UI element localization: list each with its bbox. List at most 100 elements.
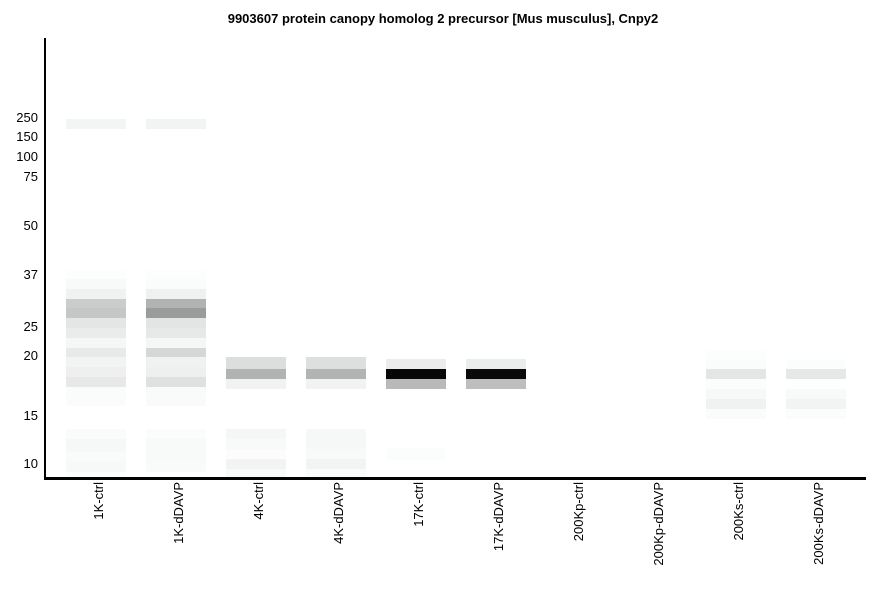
band: [706, 399, 766, 409]
band: [306, 459, 366, 469]
y-tick-label-50: 50: [23, 218, 38, 233]
band: [146, 318, 206, 328]
band: [306, 357, 366, 369]
band: [146, 289, 206, 299]
band: [386, 448, 446, 460]
band: [66, 429, 126, 439]
band: [66, 439, 126, 452]
band: [706, 379, 766, 389]
lane-label-17K-ctrl: 17K-ctrl: [411, 482, 426, 527]
lane-label-17K-dDAVP: 17K-dDAVP: [491, 482, 506, 552]
band: [66, 279, 126, 289]
y-tick-label-25: 25: [23, 319, 38, 334]
y-tick-label-250: 250: [16, 110, 38, 125]
x-axis-line: [44, 477, 866, 480]
band: [146, 377, 206, 387]
band: [306, 429, 366, 439]
band: [66, 119, 126, 129]
band: [66, 357, 126, 367]
band: [66, 289, 126, 299]
y-tick-label-75: 75: [23, 169, 38, 184]
lane-17K-ctrl: [386, 0, 446, 595]
lane-4K-dDAVP: [306, 0, 366, 595]
band: [706, 409, 766, 419]
band: [786, 399, 846, 409]
band: [706, 350, 766, 360]
band: [66, 308, 126, 318]
lane-label-1K-dDAVP: 1K-dDAVP: [171, 482, 186, 544]
band: [226, 469, 286, 477]
band: [706, 369, 766, 379]
band: [466, 359, 526, 369]
lane-label-200Ks-dDAVP: 200Ks-dDAVP: [811, 482, 826, 565]
band: [786, 389, 846, 399]
band: [146, 429, 206, 439]
band: [66, 299, 126, 308]
band: [706, 360, 766, 369]
band: [66, 328, 126, 338]
band: [146, 348, 206, 357]
band: [306, 379, 366, 389]
lane-1K-ctrl: [66, 0, 126, 595]
band: [66, 462, 126, 472]
band: [306, 449, 366, 459]
lane-label-200Ks-ctrl: 200Ks-ctrl: [731, 482, 746, 541]
band: [146, 308, 206, 318]
band: [786, 369, 846, 379]
lane-label-200Kp-dDAVP: 200Kp-dDAVP: [651, 482, 666, 566]
band: [466, 379, 526, 389]
y-axis-line: [44, 38, 46, 480]
band: [146, 119, 206, 129]
lane-1K-dDAVP: [146, 0, 206, 595]
band: [226, 357, 286, 369]
band: [306, 469, 366, 477]
band: [146, 338, 206, 348]
chart-title: 9903607 protein canopy homolog 2 precurs…: [227, 11, 659, 26]
band: [66, 387, 126, 406]
y-tick-label-20: 20: [23, 348, 38, 363]
y-tick-label-37: 37: [23, 267, 38, 282]
band: [386, 369, 446, 379]
band: [146, 367, 206, 377]
band: [306, 439, 366, 449]
band: [706, 389, 766, 399]
band: [466, 369, 526, 379]
band: [146, 270, 206, 279]
lane-label-4K-dDAVP: 4K-dDAVP: [331, 482, 346, 544]
band: [146, 387, 206, 406]
band: [786, 379, 846, 389]
band: [146, 279, 206, 289]
band: [66, 472, 126, 477]
band: [66, 452, 126, 462]
band: [226, 369, 286, 379]
y-tick-label-150: 150: [16, 129, 38, 144]
y-tick-label-100: 100: [16, 149, 38, 164]
lane-200Ks-dDAVP: [786, 0, 846, 595]
band: [786, 409, 846, 419]
band: [66, 318, 126, 328]
band: [226, 379, 286, 389]
band: [66, 270, 126, 279]
lane-label-200Kp-ctrl: 200Kp-ctrl: [571, 482, 586, 542]
band: [146, 299, 206, 308]
band: [226, 449, 286, 459]
band: [786, 360, 846, 369]
y-tick-label-15: 15: [23, 408, 38, 423]
band: [146, 462, 206, 472]
lane-4K-ctrl: [226, 0, 286, 595]
band: [66, 348, 126, 357]
band: [226, 429, 286, 439]
band: [66, 338, 126, 348]
band: [66, 367, 126, 377]
band: [66, 377, 126, 387]
lane-200Ks-ctrl: [706, 0, 766, 595]
band: [226, 459, 286, 469]
band: [146, 439, 206, 462]
band: [226, 439, 286, 449]
band: [146, 328, 206, 338]
lane-17K-dDAVP: [466, 0, 526, 595]
band: [386, 379, 446, 389]
band: [146, 357, 206, 367]
band: [306, 369, 366, 379]
